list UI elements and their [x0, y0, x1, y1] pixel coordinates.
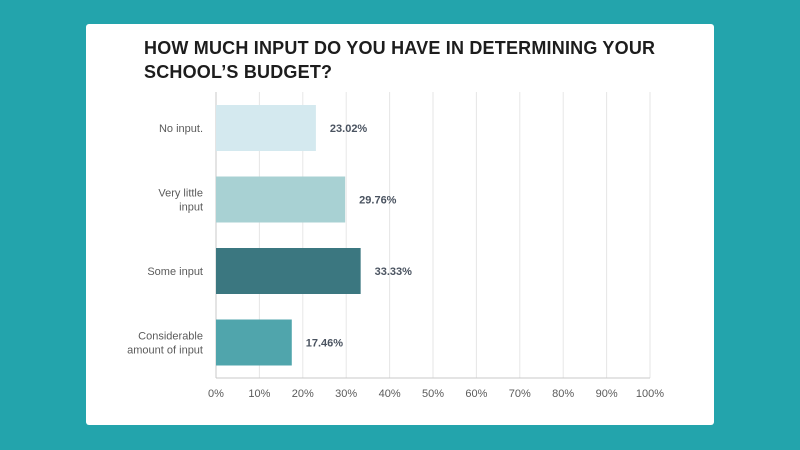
bar [216, 319, 292, 366]
category-label: Very little input [158, 188, 203, 214]
bar [216, 248, 361, 294]
gridlines [215, 92, 651, 379]
x-axis-ticks: 0% 10% 20% 30% 40% 50% 60% 70% 80% 90% 100% [208, 388, 664, 400]
value-label: 17.46% [306, 338, 344, 350]
category-label-line: Some input [147, 266, 203, 278]
category-label-line: input [179, 202, 203, 214]
category-label: Considerable amount of input [127, 331, 203, 357]
chart-title: HOW MUCH INPUT DO YOU HAVE IN DETERMININ… [144, 38, 656, 82]
category-label-line: Very little [158, 188, 203, 200]
x-tick-label: 90% [596, 388, 618, 400]
category-label-line: Considerable [138, 331, 203, 343]
x-tick-label: 60% [465, 388, 487, 400]
value-label: 23.02% [330, 123, 368, 135]
category-label: No input. [159, 123, 203, 135]
x-tick-label: 100% [636, 388, 664, 400]
chart-card: HOW MUCH INPUT DO YOU HAVE IN DETERMININ… [86, 24, 714, 425]
category-label-line: No input. [159, 123, 203, 135]
x-tick-label: 10% [248, 388, 270, 400]
x-tick-label: 40% [379, 388, 401, 400]
x-tick-label: 70% [509, 388, 531, 400]
bars-group [216, 105, 361, 366]
bar [216, 105, 316, 151]
category-label: Some input [147, 266, 203, 278]
category-label-line: amount of input [127, 345, 203, 357]
x-tick-label: 30% [335, 388, 357, 400]
value-label: 29.76% [359, 195, 397, 207]
category-labels: No input. Very little input Some input Consi… [127, 123, 203, 357]
bar [216, 176, 346, 223]
x-tick-label: 0% [208, 388, 224, 400]
value-labels: 23.02% 29.76% 33.33% 17.46% [306, 123, 412, 350]
x-tick-label: 80% [552, 388, 574, 400]
x-tick-label: 50% [422, 388, 444, 400]
x-tick-label: 20% [292, 388, 314, 400]
value-label: 33.33% [375, 266, 413, 278]
